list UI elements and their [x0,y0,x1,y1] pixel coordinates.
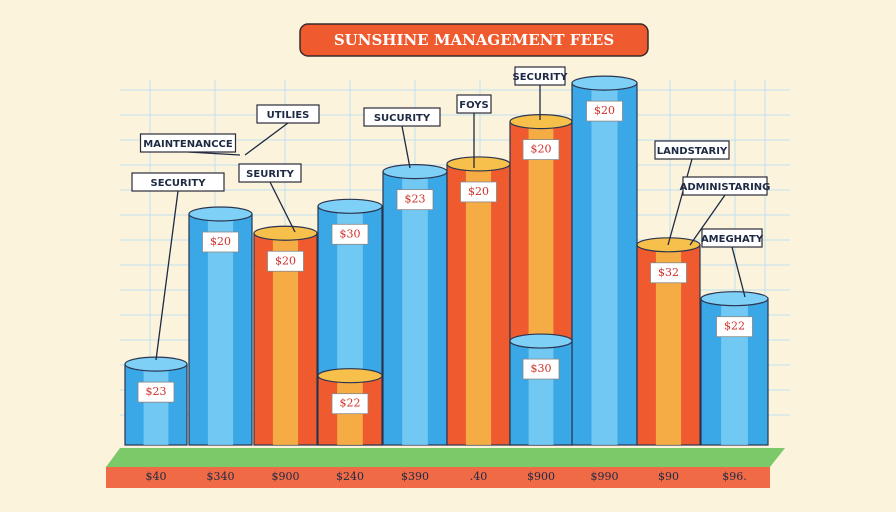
annotation: FOYS [456,94,492,168]
annotation-text: LANDSTARIY [657,146,728,157]
ground [106,448,785,488]
annotation: LANDSTARIY [654,140,730,246]
annotation-text: SUCURITY [374,113,431,124]
value-label: $20 [210,235,231,248]
x-tick-label: $340 [207,470,235,483]
x-tick-label: $96. [722,470,747,483]
title-box: SUNSHINE MANAGEMENT FEES [299,23,649,57]
bar-top [446,156,511,172]
bar-highlight [528,341,554,445]
value-label-box [586,100,623,122]
annotation-box [139,133,237,153]
annotation-text: UTILIES [267,110,310,121]
bar-highlight [207,214,234,445]
x-tick-label: .40 [470,470,488,483]
chart-title: SUNSHINE MANAGEMENT FEES [334,31,614,49]
value-label-box [522,358,560,380]
leader-line [667,158,693,246]
value-label: $30 [340,227,361,240]
bar-top [700,291,769,307]
x-tick-label: $390 [401,470,429,483]
value-label: $22 [340,397,361,410]
annotation-box [256,104,320,124]
value-label: $20 [275,254,296,267]
bar-top [382,164,448,180]
bar-top [509,333,573,349]
x-axis-labels: $40 $340 $900 $240 $390 .40 $900 $990 $90 $96. [146,470,747,483]
annotation-box [238,163,302,183]
value-label-box [331,393,369,415]
x-tick-label: $240 [336,470,364,483]
bar-highlight [465,163,492,445]
annotation: SECURITY [513,66,569,120]
value-label: $23 [146,385,167,398]
annotation-box [701,228,763,248]
annotation: SECURITY [131,172,225,361]
leader-line [401,125,411,169]
leader-line [244,122,289,156]
value-label-box [202,231,239,253]
value-label-box [716,316,753,338]
value-label: $23 [405,193,426,206]
annotation: AMEGHATY [701,228,764,298]
x-tick-label: $90 [658,470,679,483]
value-label-box [331,223,369,245]
value-label-box [396,189,434,211]
value-label-box [460,181,497,203]
bar-top [317,368,383,384]
bar-highlight [143,364,169,445]
value-label: $20 [468,185,489,198]
annotation-text: MAINTENANCCE [143,139,233,150]
annotation-text: ADMINISTARING [680,182,771,193]
annotation: SUCURITY [363,107,441,169]
x-tick-label: $900 [272,470,300,483]
bar-top [571,75,638,91]
leader-line [155,190,179,361]
annotation-box [456,94,492,114]
annotation: MAINTENANCCE [139,133,241,156]
annotation: ADMINISTARING [680,176,771,246]
annotation-text: AMEGHATY [701,234,764,245]
annotation-text: SECURITY [151,178,207,189]
annotation-box [682,176,768,196]
annotation-box [654,140,730,160]
annotation-text: SEURITY [246,169,294,180]
annotation: SEURITY [238,163,302,233]
x-tick-label: $990 [591,470,619,483]
leader-line [731,246,746,298]
annotation-box [131,172,225,192]
value-label-box [522,139,560,161]
value-label: $22 [724,320,745,333]
value-label: $20 [594,104,615,117]
annotation-text: SECURITY [513,72,569,83]
value-label-box [137,381,175,403]
bar-highlight [402,171,428,445]
value-label-box [267,250,304,272]
leader-line [689,194,726,246]
x-tick-label: $40 [146,470,167,483]
value-label: $20 [531,143,552,156]
annotation: UTILIES [244,104,320,156]
annotation-box [363,107,441,127]
annotation-box [514,66,566,86]
bar-top [188,206,253,222]
annotation-text: FOYS [459,100,488,111]
bars: $23 $20 $20 $30 $23 $20 $20 $20 $32 $22 $22 $30 [124,75,769,446]
bar-top [509,113,573,130]
bar-top [253,225,318,241]
leader-line [269,181,296,233]
annotations: SECURITY MAINTENANCCE SEURITY UTILIES SUCURI… [131,66,771,361]
bar-highlight [591,83,618,445]
value-label: $32 [658,266,679,279]
x-tick-label: $900 [527,470,555,483]
value-label-box [650,262,687,284]
value-label: $30 [531,362,552,375]
bar-top [317,198,383,214]
